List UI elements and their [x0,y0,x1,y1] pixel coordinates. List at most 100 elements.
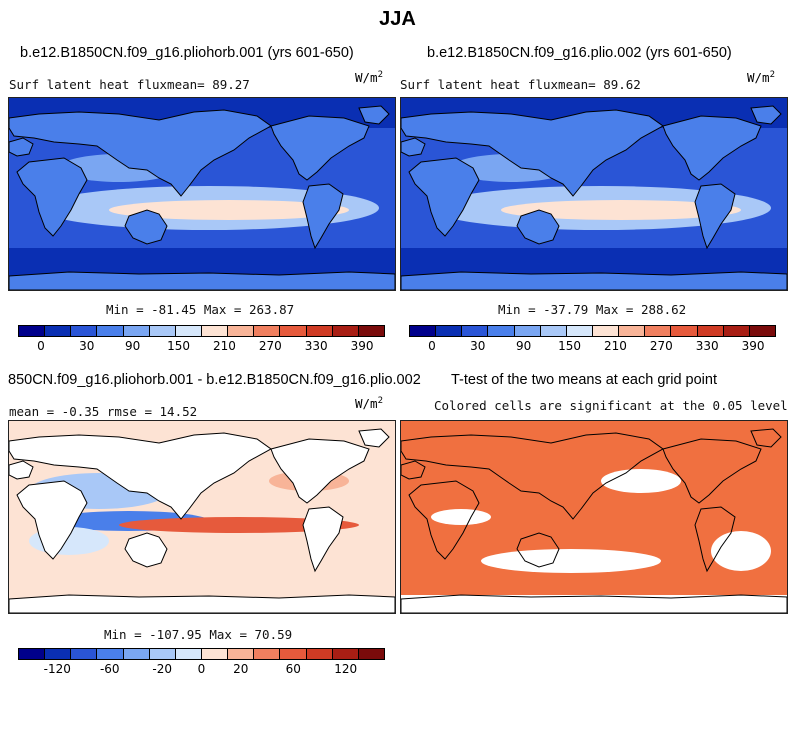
field-warm-core [109,200,349,220]
coastline-namerica [662,438,762,504]
nonsignificant-area [601,469,681,493]
coastline-australia [516,532,560,568]
colorbar-swatch [149,649,176,659]
panel2-colorbar: 0 30 90 150 210 270 330 390 [409,325,776,353]
colorbar-tick-label: 390 [741,339,765,353]
colorbar-swatch [436,326,463,336]
colorbar-tick-label: 0 [428,339,436,353]
coastline-australia [124,532,168,568]
panel3-map-svg [9,421,395,613]
colorbar-swatch [19,326,46,336]
nonsignificant-polar [401,595,787,613]
colorbar-tick-label: 0 [37,339,45,353]
colorbar-swatch [254,326,281,336]
colorbar-swatch [280,649,307,659]
nonsignificant-area [481,549,661,573]
colorbar-swatch [332,649,359,659]
colorbar-swatch [306,649,333,659]
field-positive-band [119,517,359,533]
panel2-colorbar-swatches [409,325,776,337]
colorbar-swatch [201,326,229,336]
coastline-australia [516,209,560,245]
colorbar-swatch [228,649,255,659]
panel4-map-svg [401,421,787,613]
panel1-title: b.e12.B1850CN.f09_g16.pliohorb.001 (yrs … [20,45,354,61]
coastline-samerica [302,506,344,573]
panel2-minmax: Min = -37.79 Max = 288.62 [498,302,687,317]
panel1-mean-label: Surf latent heat fluxmean= 89.27 [9,77,250,92]
coastline-asia [9,109,272,197]
coastline-antarctica [401,594,787,613]
panel2-title: b.e12.B1850CN.f09_g16.plio.002 (yrs 601-… [427,45,732,61]
panel2-mean-label: Surf latent heat fluxmean= 89.62 [400,77,641,92]
coastline-europe [401,137,426,157]
coastline-samerica [694,183,736,250]
panel3-minmax: Min = -107.95 Max = 70.59 [104,627,293,642]
colorbar-tick-label: 210 [603,339,627,353]
coastline-antarctica [9,271,395,290]
colorbar-tick-label: 390 [350,339,374,353]
colorbar-tick-label: 150 [167,339,191,353]
colorbar-tick-label: 30 [470,339,486,353]
coastline-asia [401,109,664,197]
colorbar-tick-label: 210 [212,339,236,353]
colorbar-swatch [723,326,750,336]
colorbar-swatch [749,326,775,336]
colorbar-swatch [619,326,646,336]
colorbar-tick-label: -20 [152,662,173,676]
coastline-greenland [750,105,782,125]
field-warm-core [501,200,741,220]
colorbar-swatch [358,649,384,659]
coastline-australia [124,209,168,245]
coastline-greenland [358,428,390,448]
coastline-antarctica [9,594,395,613]
colorbar-swatch [149,326,176,336]
panel1-colorbar-ticks: 0 30 90 150 210 270 330 390 [18,337,385,353]
panel3-stats: mean = -0.35 rmse = 14.52 [9,404,198,419]
colorbar-swatch [71,326,98,336]
panel2-colorbar-ticks: 0 30 90 150 210 270 330 390 [409,337,776,353]
coastline-africa [408,480,480,560]
colorbar-swatch [201,649,229,659]
colorbar-swatch [280,326,307,336]
colorbar-swatch [645,326,672,336]
colorbar-swatch [71,649,98,659]
coastline-africa [16,157,88,237]
colorbar-swatch [566,326,593,336]
colorbar-tick-label: 30 [79,339,95,353]
colorbar-tick-label: -60 [99,662,120,676]
colorbar-swatch [410,326,437,336]
colorbar-swatch [332,326,359,336]
coastline-asia [9,432,272,520]
panel1-units: W/m2 [355,70,383,86]
colorbar-swatch [228,326,255,336]
coastline-namerica [270,115,370,181]
colorbar-tick-label: 150 [558,339,582,353]
colorbar-swatch [45,649,72,659]
panel3-colorbar-ticks: -120 -60 -20 0 20 60 120 [18,660,385,676]
coastline-asia [401,432,664,520]
figure-title: JJA [379,8,416,30]
coastline-europe [9,460,34,480]
colorbar-swatch [254,649,281,659]
coastline-africa [408,157,480,237]
colorbar-tick-label: 270 [649,339,673,353]
coastline-namerica [662,115,762,181]
coastline-africa [16,480,88,560]
colorbar-tick-label: 90 [516,339,532,353]
panel4-subtitle: Colored cells are significant at the 0.0… [434,398,788,413]
coastline-greenland [358,105,390,125]
panel1-colorbar-swatches [18,325,385,337]
panel2-units: W/m2 [747,70,775,86]
panel1-map [8,97,396,291]
panel1-colorbar: 0 30 90 150 210 270 330 390 [18,325,385,353]
panel3-colorbar-swatches [18,648,385,660]
nonsignificant-area [711,531,771,571]
colorbar-swatch [671,326,698,336]
colorbar-tick-label: 90 [125,339,141,353]
coastline-europe [401,460,426,480]
colorbar-swatch [306,326,333,336]
colorbar-swatch [97,649,124,659]
colorbar-swatch [462,326,489,336]
coastline-antarctica [401,271,787,290]
